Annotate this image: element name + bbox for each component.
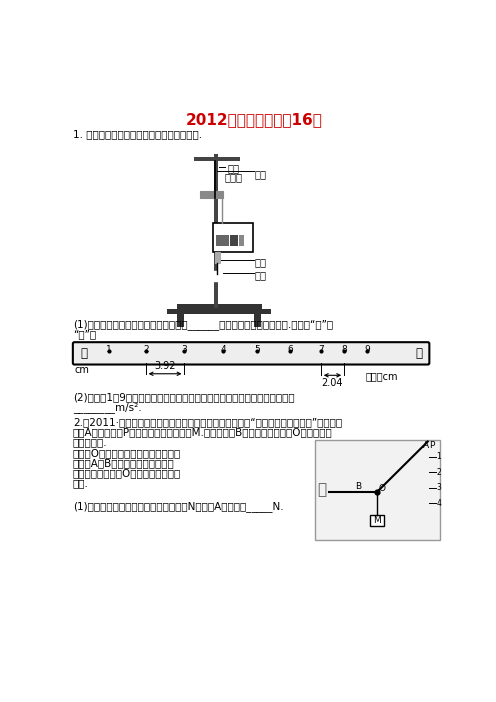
Text: A: A	[423, 441, 429, 450]
Text: 1: 1	[106, 345, 112, 354]
Text: 打点: 打点	[227, 164, 239, 173]
Text: P: P	[430, 441, 434, 450]
Bar	[215, 252, 220, 263]
Text: 2012届高考模拟冲刱16天: 2012届高考模拟冲刱16天	[186, 112, 322, 127]
Text: M: M	[373, 517, 380, 525]
Text: 乙: 乙	[415, 347, 422, 360]
Text: ✋: ✋	[318, 482, 327, 497]
Text: 2.（2011·江苏高考）某同学用如图所示的实验装置来验证“力的平行四边形定则”，弹簧测: 2.（2011·江苏高考）某同学用如图所示的实验装置来验证“力的平行四边形定则”…	[73, 417, 342, 427]
Bar	[230, 235, 238, 246]
Text: 一端向左拉.: 一端向左拉.	[73, 437, 108, 447]
Text: 4: 4	[436, 498, 441, 508]
Text: 2.04: 2.04	[322, 378, 343, 388]
Text: 4: 4	[220, 345, 226, 354]
Text: 甲: 甲	[80, 347, 87, 360]
Bar	[216, 235, 229, 246]
Text: ________m/s².: ________m/s².	[73, 402, 141, 413]
Bar	[200, 190, 223, 198]
Text: B: B	[355, 482, 361, 491]
Text: cm: cm	[74, 364, 89, 375]
Text: 6: 6	[287, 345, 293, 354]
Text: 重物: 重物	[254, 270, 266, 281]
Text: 使结点O静止在某位置，分别读出弹簧: 使结点O静止在某位置，分别读出弹簧	[73, 449, 181, 458]
Bar	[194, 157, 240, 161]
Bar	[314, 440, 440, 540]
Text: 1. 某同学用如图所示的装置测定重力加速度.: 1. 某同学用如图所示的装置测定重力加速度.	[73, 129, 202, 139]
Bar	[254, 314, 261, 327]
Bar	[177, 314, 184, 327]
Text: 5: 5	[254, 345, 260, 354]
Text: 3: 3	[436, 483, 441, 492]
Text: (1)打出的纸带如图所示，实验时纸带的______端通过夹子和重物相连接.（选填“甲”或: (1)打出的纸带如图所示，实验时纸带的______端通过夹子和重物相连接.（选填…	[73, 319, 333, 330]
Text: 7: 7	[318, 345, 324, 354]
Text: “乙”）: “乙”）	[73, 329, 96, 339]
Text: 木板的白纸上记录O点的位置和拉线的: 木板的白纸上记录O点的位置和拉线的	[73, 468, 181, 479]
Bar	[214, 154, 218, 307]
Bar	[240, 235, 244, 246]
Text: 9: 9	[365, 345, 370, 354]
Bar	[213, 223, 253, 252]
Bar	[168, 309, 271, 314]
Text: 纸带: 纸带	[254, 169, 266, 179]
Bar	[212, 270, 222, 282]
Bar	[370, 515, 383, 526]
Text: 单位：cm: 单位：cm	[366, 371, 398, 381]
FancyBboxPatch shape	[73, 342, 430, 364]
Text: 测力计A和B的示数，并在贴于竖直: 测力计A和B的示数，并在贴于竖直	[73, 458, 175, 468]
Text: 3.92: 3.92	[154, 362, 176, 371]
Text: 方向.: 方向.	[73, 479, 89, 489]
Text: 2: 2	[436, 468, 441, 477]
Text: 夹子: 夹子	[254, 258, 266, 267]
Bar	[177, 304, 262, 309]
Text: O: O	[379, 484, 386, 493]
Text: 力计A挂于固定点P，下端用细绳挂一重物M.弹簧测力计B的一端用细绳系于O点，手持另: 力计A挂于固定点P，下端用细绳挂一重物M.弹簧测力计B的一端用细绳系于O点，手持…	[73, 427, 333, 437]
Text: (1)本实验用的弹簧测力计计数的单位为N，图中A的示数为_____N.: (1)本实验用的弹簧测力计计数的单位为N，图中A的示数为_____N.	[73, 502, 284, 512]
Text: 8: 8	[341, 345, 347, 354]
Text: 计时器: 计时器	[225, 172, 243, 182]
Text: (2)纸带上1至9各点为计时点，由纸带所示数据可算出实验时的重力加速度为: (2)纸带上1至9各点为计时点，由纸带所示数据可算出实验时的重力加速度为	[73, 392, 295, 402]
Text: 1: 1	[436, 452, 441, 461]
Text: 2: 2	[143, 345, 148, 354]
Text: 3: 3	[182, 345, 187, 354]
